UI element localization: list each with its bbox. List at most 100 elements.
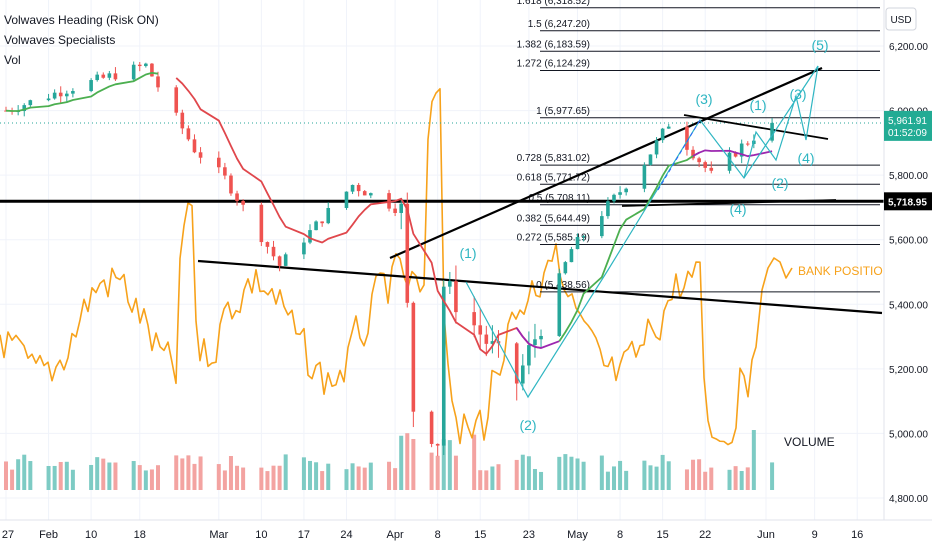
currency-badge [885,7,917,31]
time-tick-label: 27 [2,529,14,541]
grid [0,0,884,520]
candle-body [350,184,355,192]
candle-body [441,286,446,446]
volume-bar [612,466,616,490]
legend-vol[interactable]: Vol [4,53,21,67]
time-axis[interactable]: 27 Feb 10 18 Mar 10 17 24 Apr 8 15 23 May 8 15 22 Jun 9 16 [0,519,932,550]
bank-positions-series [0,87,793,446]
volume-bar [569,456,574,490]
volume-bar [143,470,148,490]
volume-bar [405,433,410,490]
candle-body [198,152,203,158]
price-axis[interactable]: USD6,200.006,000.005,800.005,600.005,400… [883,0,932,550]
candle-body [89,80,93,92]
volume-bar [648,465,653,490]
candle-body [539,335,543,340]
volume-bar [429,452,434,490]
candle-body [557,273,562,336]
fib-level-label: 0.382 (5,644.49) [517,213,590,224]
level-price-badge [884,192,932,211]
volume-bar [697,459,702,490]
volume-bar [490,466,495,490]
volume-bar [356,466,361,490]
volume-bar [539,471,544,490]
fib-level-label: 1.382 (6,183.59) [517,39,590,50]
candle-body [113,73,118,80]
wave-label: (3) [695,91,712,107]
volume-bar [22,454,27,490]
price-tick-label: 4,800.00 [889,494,928,505]
volume-bar [308,460,312,490]
candle-body [563,262,568,274]
candle-body [65,93,69,97]
candle-body [727,152,732,171]
candle-body [107,73,112,78]
candle-body [277,256,282,266]
volume-bar [241,467,246,490]
candle-body [448,281,452,287]
time-tick-label: 16 [851,529,863,541]
volume-bar [228,456,233,490]
candle-body [606,201,610,217]
volume-bar [411,438,416,490]
candle-body [71,91,75,94]
wave-label: (4) [729,201,746,217]
price-tick-label: 5,400.00 [889,300,928,311]
volume-bar [581,461,586,490]
time-tick-label: 17 [298,529,310,541]
volume-bar [95,457,100,490]
volume-bar [101,458,106,490]
wave-label: (2) [771,175,788,191]
legend-specialists[interactable]: Volwaves Specialists [4,33,116,47]
volume-bar [727,469,732,490]
ma-purple-segment [692,149,773,158]
candle-body [739,143,744,157]
price-tick-label: 5,000.00 [889,429,928,440]
volume-bar [575,458,580,490]
price-axis-bg [884,0,932,550]
candle-body [362,191,367,196]
candle-body [666,126,671,129]
candle-body [192,139,197,153]
legend-heading[interactable]: Volwaves Heading (Risk ON) [4,13,159,27]
candle-body [235,193,239,201]
candle-body [624,188,628,193]
volume-bar [46,465,51,490]
candle-body [156,76,160,88]
candle-body [241,200,245,205]
time-tick-label: 15 [474,529,486,541]
volume-bar [89,464,94,490]
candle-body [314,221,318,231]
volume-bar [10,469,15,490]
support-trendline [621,199,837,207]
volume-bar [222,470,227,490]
volume-bar [320,471,325,490]
time-tick-label: 10 [85,529,97,541]
candle-body [217,157,221,168]
price-tick-label: 5,800.00 [889,171,928,182]
volume-bar [301,457,306,490]
fib-level-label: 1.618 (6,318.52) [517,0,590,7]
volume-label: VOLUME [784,435,835,449]
wave-path [465,65,819,399]
trendlines[interactable] [0,66,884,315]
candle-body [28,100,33,106]
fib-level-label: 1 (5,977.65) [536,106,590,117]
volume-bar [28,461,33,490]
time-tick-label: 22 [699,529,711,541]
candle-body [697,158,701,163]
fib-level-label: 1.272 (6,124.29) [517,58,590,69]
volume-bar [770,462,775,490]
volume-bar [64,461,69,490]
wave-label: (3) [789,86,806,102]
candle-body [454,281,458,313]
countdown-label: 01:52:09 [888,128,927,139]
volume-bar [198,456,203,490]
volume-bar [52,465,57,490]
ma-purple-segment [515,327,560,349]
candle-body [709,167,714,171]
candle-body [58,92,63,97]
candle-body [770,122,774,141]
candle-body [478,325,483,335]
